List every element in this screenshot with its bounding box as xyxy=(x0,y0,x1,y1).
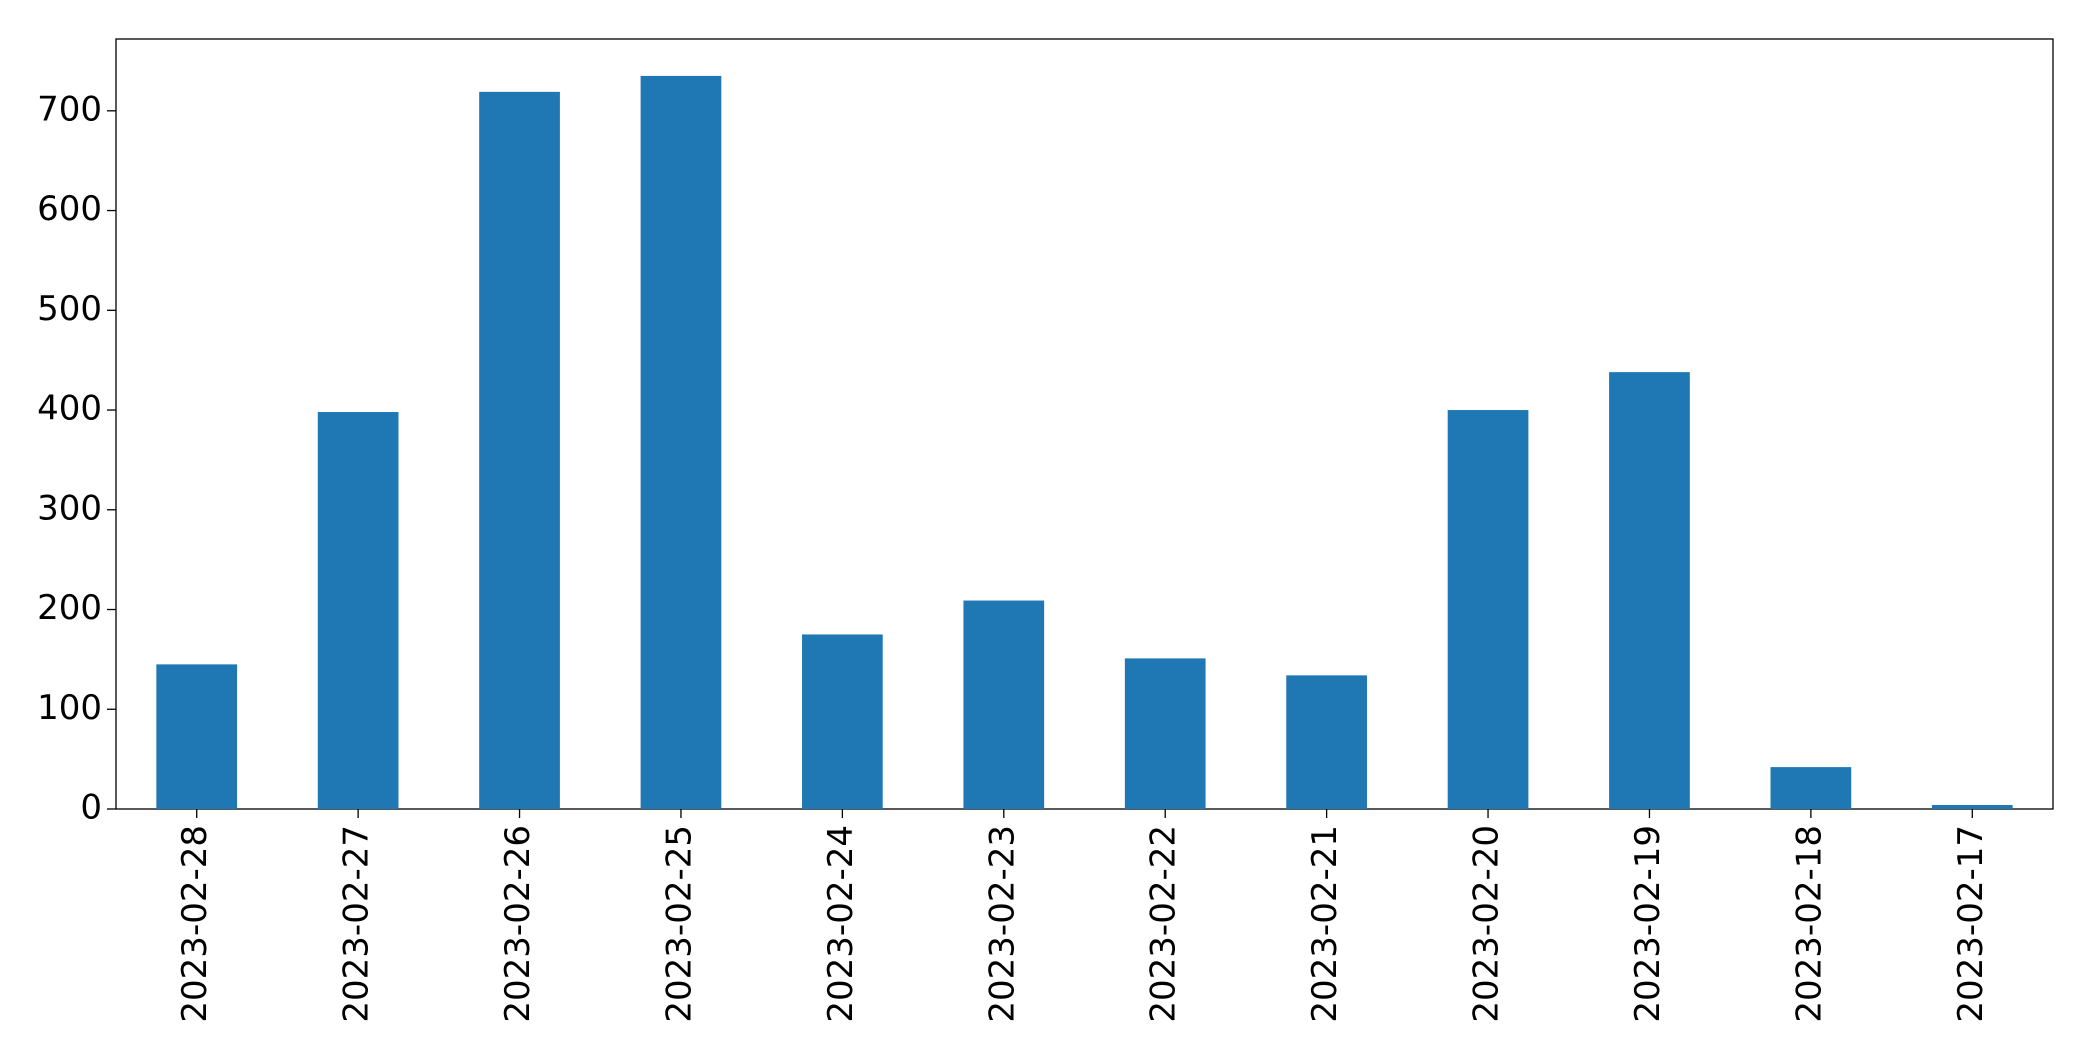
y-tick-label: 600 xyxy=(37,189,102,229)
bar xyxy=(640,75,722,809)
x-tick-label: 2023-02-17 xyxy=(1951,825,1991,1023)
x-tick-label: 2023-02-19 xyxy=(1628,825,1668,1023)
bar xyxy=(1931,805,2013,809)
x-tick-label: 2023-02-23 xyxy=(982,825,1022,1023)
bar xyxy=(963,600,1045,809)
x-tick-label: 2023-02-24 xyxy=(821,825,861,1023)
bar xyxy=(1447,410,1529,809)
bar xyxy=(1770,767,1852,809)
x-tick-label: 2023-02-18 xyxy=(1789,825,1829,1023)
x-tick-label: 2023-02-20 xyxy=(1467,825,1507,1023)
y-tick-label: 400 xyxy=(37,389,102,429)
bar xyxy=(1609,372,1690,809)
y-tick-label: 200 xyxy=(37,588,102,628)
x-tick-label: 2023-02-25 xyxy=(659,825,699,1023)
bar xyxy=(156,664,238,809)
plot-frame xyxy=(115,38,2054,810)
bar xyxy=(317,412,399,809)
y-tick-label: 300 xyxy=(37,488,102,528)
x-tick-label: 2023-02-26 xyxy=(498,825,538,1023)
bar xyxy=(479,91,560,810)
y-tick-label: 500 xyxy=(37,289,102,329)
x-tick-label: 2023-02-22 xyxy=(1144,825,1184,1023)
bar xyxy=(802,634,883,809)
x-tick-label: 2023-02-21 xyxy=(1305,825,1345,1023)
bar xyxy=(1286,675,1367,809)
x-tick-label: 2023-02-27 xyxy=(337,825,377,1023)
y-tick-label: 700 xyxy=(37,89,102,129)
y-tick-label: 100 xyxy=(37,688,102,728)
y-tick-label: 0 xyxy=(80,788,102,828)
x-tick-label: 2023-02-28 xyxy=(175,825,215,1023)
bar xyxy=(1124,658,1206,809)
